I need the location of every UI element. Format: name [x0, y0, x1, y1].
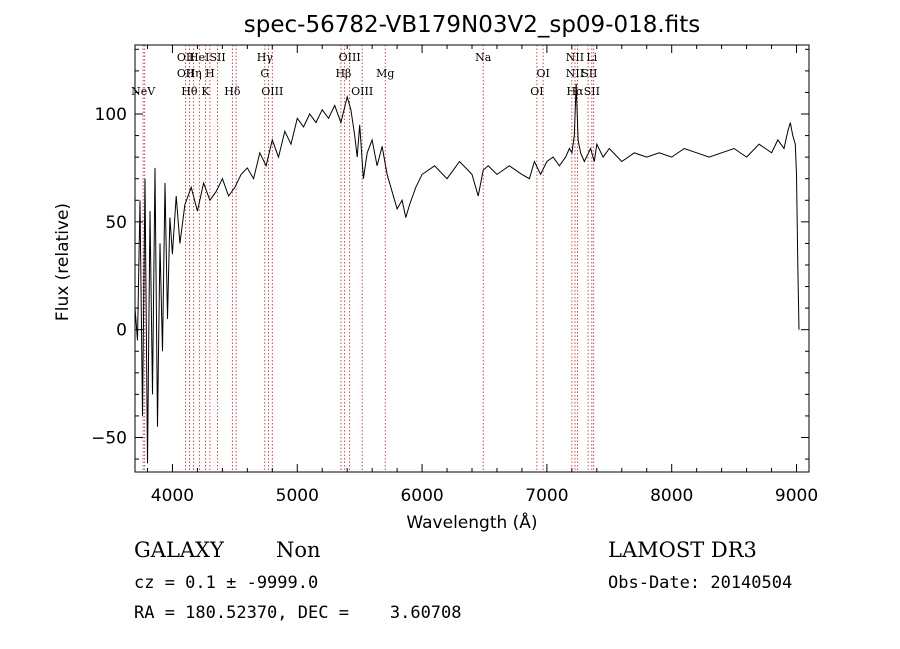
survey-name: LAMOST DR3	[608, 538, 757, 562]
line-markers	[142, 45, 595, 472]
line-labels: NeVOIIOIIHθHηHeIKHSIIHδHγGOIIIOIIIHβOIII…	[131, 51, 600, 98]
y-tick-label: 100	[95, 105, 127, 125]
spectral-line-label: SII	[581, 67, 597, 80]
x-axis-ticks: 4000 5000 6000 7000 8000 9000	[146, 45, 818, 506]
spectral-line-label: OIII	[339, 51, 361, 64]
spectral-line-label: OIII	[261, 85, 283, 98]
spectral-line-label: Hβ	[335, 67, 351, 80]
x-tick-label: 4000	[151, 486, 194, 506]
object-subclass: Non	[276, 538, 321, 562]
spectral-line-label: OII	[177, 51, 195, 64]
spectral-line-label: HeI	[189, 51, 209, 64]
spectral-line-label: Hη	[186, 67, 202, 80]
spectral-line-label: Na	[475, 51, 492, 64]
spectral-line-label: H	[205, 67, 215, 80]
spectral-line-label: Hδ	[224, 85, 241, 98]
y-axis-ticks: −50 0 50 100	[91, 48, 809, 460]
observation-date: Obs-Date: 20140504	[608, 573, 793, 593]
spectral-line-label: NII	[566, 67, 584, 80]
y-tick-label: 50	[105, 213, 127, 233]
spectral-line-label: OI	[536, 67, 549, 80]
x-tick-label: 5000	[276, 486, 319, 506]
x-axis-label: Wavelength (Å)	[406, 511, 537, 533]
x-tick-label: 7000	[525, 486, 568, 506]
x-tick-label: 8000	[650, 486, 693, 506]
spectrum-line	[134, 83, 800, 464]
spectral-line-label: Hθ	[181, 85, 198, 98]
y-axis-label: Flux (relative)	[53, 203, 73, 321]
x-tick-label: 9000	[775, 486, 818, 506]
spectral-line-label: SII	[210, 51, 226, 64]
spectral-line-label: Mg	[376, 67, 394, 80]
spectral-line-label: NII	[566, 51, 584, 64]
spectral-line-label: OIII	[351, 85, 373, 98]
spectral-line-label: K	[201, 85, 210, 98]
spectral-line-label: Hγ	[257, 51, 274, 64]
y-tick-label: 0	[116, 321, 127, 341]
y-tick-label: −50	[91, 428, 127, 448]
redshift-cz: cz = 0.1 ± -9999.0	[134, 573, 319, 593]
coordinates: RA = 180.52370, DEC = 3.60708	[134, 603, 462, 623]
spectral-line-label: OI	[530, 85, 543, 98]
spectral-line-label: SII	[584, 85, 600, 98]
spectral-line-label: Hα	[566, 85, 584, 98]
object-class: GALAXY	[134, 538, 224, 562]
spectral-line-label: Li	[586, 51, 597, 64]
spectral-line-label: NeV	[131, 85, 156, 98]
chart-title: spec-56782-VB179N03V2_sp09-018.fits	[244, 12, 700, 38]
spectral-line-label: G	[260, 67, 269, 80]
spectral-line-label: OII	[177, 67, 195, 80]
x-tick-label: 6000	[400, 486, 443, 506]
